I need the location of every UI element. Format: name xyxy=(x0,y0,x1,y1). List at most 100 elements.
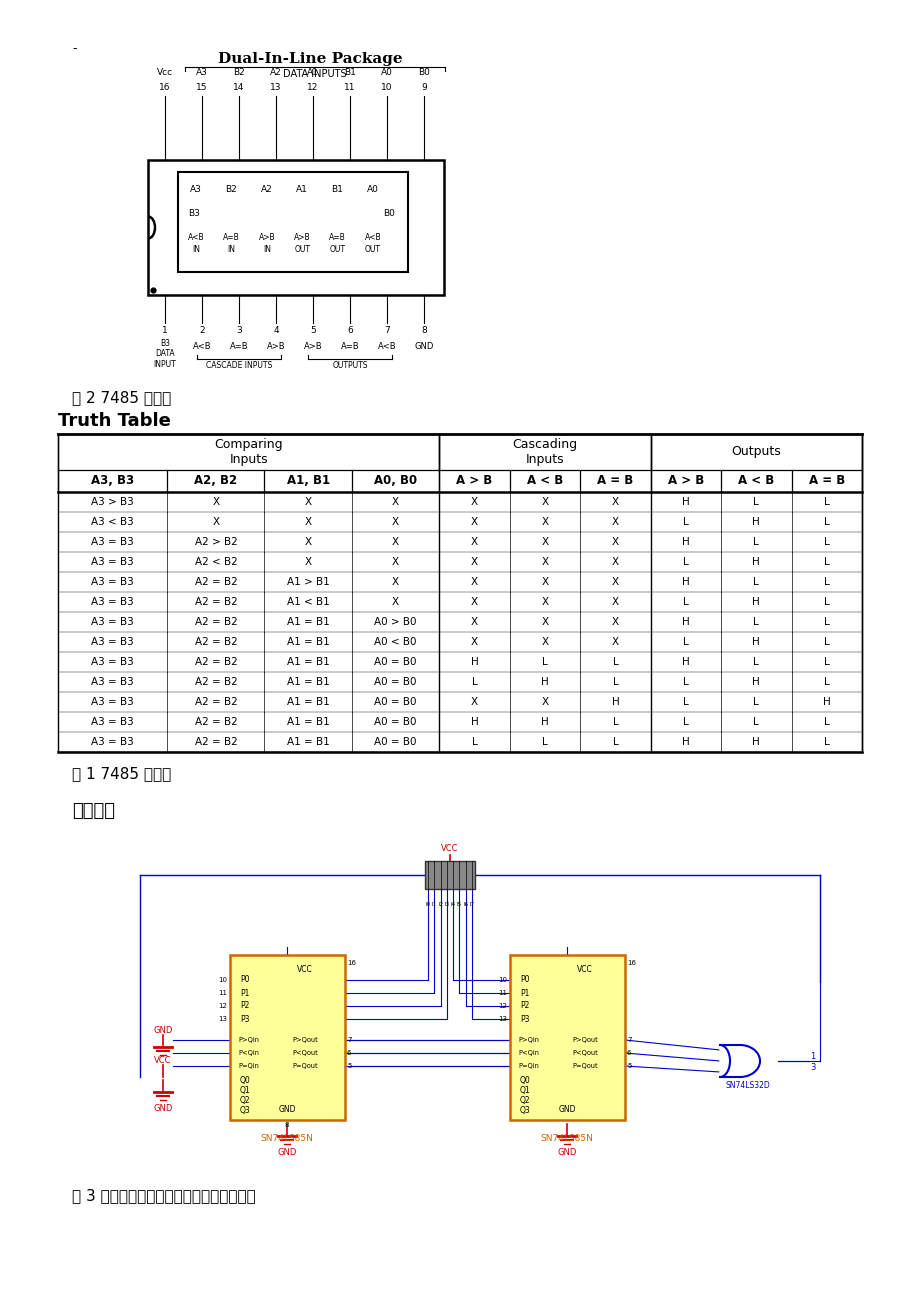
Text: A1 = B1: A1 = B1 xyxy=(287,697,329,707)
Text: A0 = B0: A0 = B0 xyxy=(374,717,416,727)
Text: SN74LS32D: SN74LS32D xyxy=(725,1081,769,1090)
Text: A1 = B1: A1 = B1 xyxy=(287,737,329,747)
Text: X: X xyxy=(391,598,399,607)
Text: A < B: A < B xyxy=(527,474,562,487)
Text: 15: 15 xyxy=(196,83,208,92)
Text: X: X xyxy=(391,536,399,547)
Text: P<Qout: P<Qout xyxy=(291,1049,317,1056)
Text: P=Qin: P=Qin xyxy=(238,1062,258,1069)
Text: X: X xyxy=(471,536,478,547)
Text: A2 = B2: A2 = B2 xyxy=(194,577,237,587)
Text: L: L xyxy=(823,717,829,727)
Text: L: L xyxy=(682,557,688,566)
Text: 9: 9 xyxy=(421,83,426,92)
Text: Outputs: Outputs xyxy=(731,445,780,458)
Text: A1 = B1: A1 = B1 xyxy=(287,658,329,667)
Text: 10: 10 xyxy=(218,976,227,983)
Text: 11: 11 xyxy=(218,990,227,996)
Text: X: X xyxy=(391,557,399,566)
Text: 表 1 7485 功能表: 表 1 7485 功能表 xyxy=(72,766,171,781)
Text: SN74LS85N: SN74LS85N xyxy=(540,1134,593,1143)
Text: -: - xyxy=(72,42,76,55)
Text: A>B: A>B xyxy=(293,233,310,241)
Text: I6: I6 xyxy=(462,902,468,907)
Text: X: X xyxy=(541,557,548,566)
Text: A=B: A=B xyxy=(222,233,240,241)
Text: A3 = B3: A3 = B3 xyxy=(91,577,134,587)
Text: P0: P0 xyxy=(519,975,529,984)
Text: 7: 7 xyxy=(627,1036,630,1043)
Text: DATA INPUTS: DATA INPUTS xyxy=(283,69,346,79)
Text: H: H xyxy=(752,677,759,687)
Text: B3: B3 xyxy=(187,210,199,219)
Text: X: X xyxy=(611,617,618,628)
Text: B2: B2 xyxy=(225,185,237,194)
Text: L: L xyxy=(823,517,829,527)
Text: 12: 12 xyxy=(218,1003,227,1009)
Text: A2: A2 xyxy=(261,185,272,194)
Text: I4: I4 xyxy=(450,902,455,907)
Text: 12: 12 xyxy=(307,83,318,92)
Text: L: L xyxy=(682,637,688,647)
Bar xyxy=(177,172,407,272)
Text: 5: 5 xyxy=(310,326,315,335)
Text: H: H xyxy=(752,598,759,607)
Text: L: L xyxy=(612,737,618,747)
Text: X: X xyxy=(471,497,478,506)
Text: L: L xyxy=(753,617,758,628)
Text: A0, B0: A0, B0 xyxy=(374,474,416,487)
Text: P>Qout: P>Qout xyxy=(291,1036,317,1043)
Text: L: L xyxy=(753,697,758,707)
Text: B2: B2 xyxy=(233,68,244,77)
Text: B1: B1 xyxy=(344,68,356,77)
Text: A3 = B3: A3 = B3 xyxy=(91,536,134,547)
Text: A1, B1: A1, B1 xyxy=(287,474,329,487)
Text: X: X xyxy=(541,536,548,547)
Text: Vcc: Vcc xyxy=(157,68,173,77)
Text: P<Qout: P<Qout xyxy=(572,1049,597,1056)
Text: A=B: A=B xyxy=(340,342,359,352)
Text: L: L xyxy=(823,497,829,506)
Text: L: L xyxy=(823,617,829,628)
Text: X: X xyxy=(541,598,548,607)
Text: A2 < B2: A2 < B2 xyxy=(194,557,237,566)
Text: 5: 5 xyxy=(346,1062,351,1069)
Text: L: L xyxy=(541,737,548,747)
Text: A1: A1 xyxy=(296,185,308,194)
Text: Comparing
Inputs: Comparing Inputs xyxy=(214,437,283,466)
Text: H: H xyxy=(752,637,759,647)
Text: P=Qout: P=Qout xyxy=(572,1062,597,1069)
Text: A3 = B3: A3 = B3 xyxy=(91,598,134,607)
Text: A3, B3: A3, B3 xyxy=(91,474,134,487)
Text: 13: 13 xyxy=(270,83,281,92)
Text: A=B: A=B xyxy=(230,342,248,352)
Text: X: X xyxy=(212,497,220,506)
Text: P1: P1 xyxy=(519,988,528,997)
Text: A = B: A = B xyxy=(808,474,844,487)
Text: OUTPUTS: OUTPUTS xyxy=(332,361,368,370)
Text: A3 = B3: A3 = B3 xyxy=(91,697,134,707)
Text: P=Qout: P=Qout xyxy=(291,1062,317,1069)
Text: 11: 11 xyxy=(344,83,356,92)
Text: 8: 8 xyxy=(285,1122,289,1128)
Text: 5: 5 xyxy=(627,1062,630,1069)
Text: L: L xyxy=(823,598,829,607)
Text: A2 = B2: A2 = B2 xyxy=(194,697,237,707)
Text: A > B: A > B xyxy=(456,474,493,487)
Text: L: L xyxy=(823,637,829,647)
Text: CASCADE INPUTS: CASCADE INPUTS xyxy=(206,361,272,370)
Text: 10: 10 xyxy=(497,976,506,983)
Text: A0 < B0: A0 < B0 xyxy=(374,637,416,647)
Text: 6: 6 xyxy=(627,1049,630,1056)
Text: IN: IN xyxy=(227,245,235,254)
Text: L: L xyxy=(823,557,829,566)
Text: L: L xyxy=(823,737,829,747)
Text: 7: 7 xyxy=(346,1036,351,1043)
Text: GND: GND xyxy=(277,1148,296,1157)
Text: A2, B2: A2, B2 xyxy=(194,474,237,487)
Text: Dual-In-Line Package: Dual-In-Line Package xyxy=(218,52,402,66)
Text: L: L xyxy=(753,658,758,667)
Text: A2 = B2: A2 = B2 xyxy=(194,617,237,628)
Text: X: X xyxy=(212,517,220,527)
Text: Q0: Q0 xyxy=(519,1075,530,1085)
